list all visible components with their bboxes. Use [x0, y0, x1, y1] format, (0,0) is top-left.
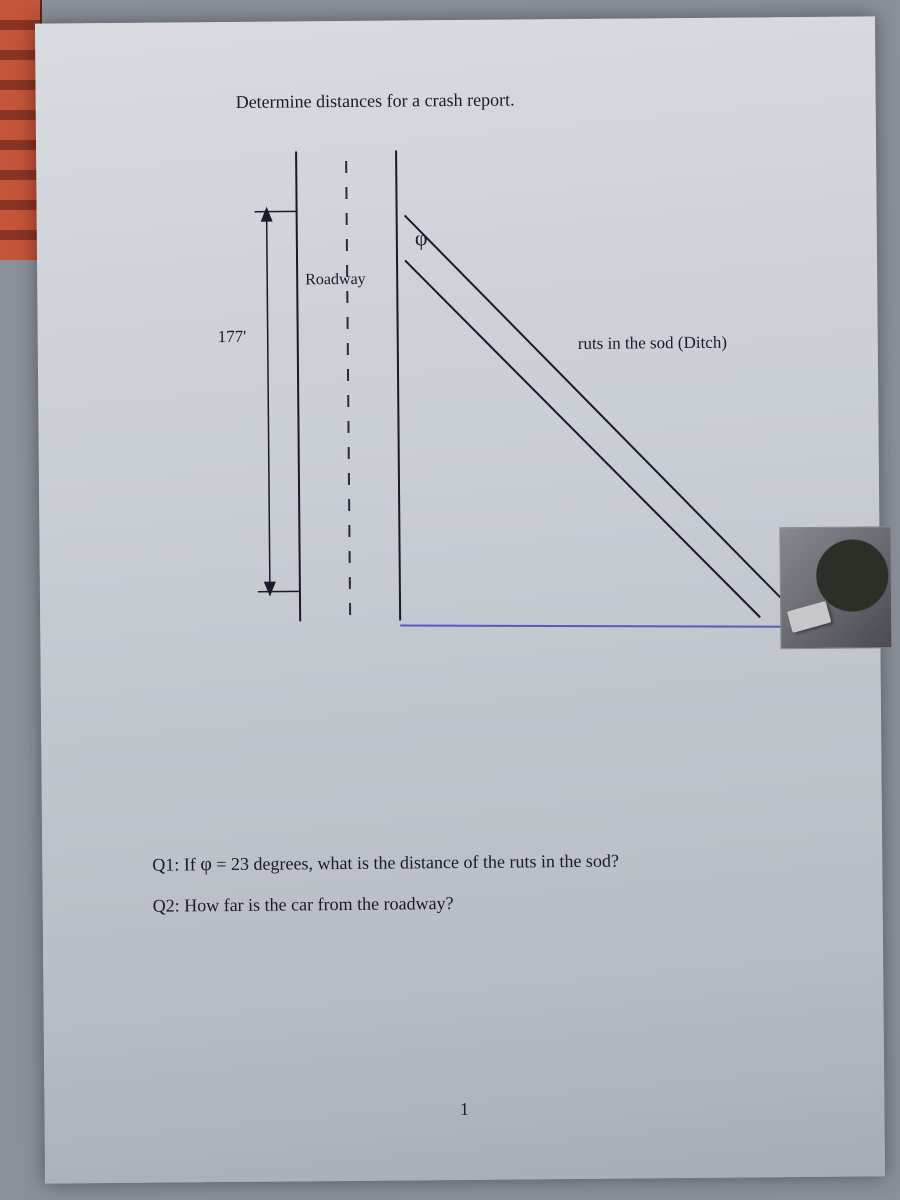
- dimension-arrow-top: [261, 207, 273, 222]
- page-title: Determine distances for a crash report.: [236, 90, 515, 113]
- q1-phi-symbol: φ: [200, 853, 212, 875]
- question-2: Q2: How far is the car from the roadway?: [152, 881, 852, 927]
- q1-rest: = 23 degrees, what is the distance of th…: [212, 851, 619, 875]
- q1-prefix: Q1: If: [152, 854, 200, 874]
- diagram-svg: φ: [156, 147, 861, 673]
- shoulder-line: [400, 622, 820, 631]
- question-1: Q1: If φ = 23 degrees, what is the dista…: [152, 837, 852, 887]
- worksheet-page: Determine distances for a crash report. …: [35, 16, 885, 1183]
- dimension-arrow-bottom: [264, 582, 276, 597]
- roadway-label: Roadway: [305, 271, 366, 290]
- dimension-line: [267, 212, 270, 592]
- road-left-edge: [296, 151, 300, 621]
- ruts-label: ruts in the sod (Ditch): [578, 333, 727, 354]
- road-centerline: [346, 161, 350, 616]
- phi-angle-symbol: φ: [415, 225, 428, 250]
- rut-line-2: [405, 257, 760, 620]
- page-number: 1: [44, 1095, 884, 1123]
- crash-scene-photo: [779, 526, 892, 649]
- questions-block: Q1: If φ = 23 degrees, what is the dista…: [152, 837, 853, 927]
- measurement-label: 177': [218, 327, 247, 347]
- road-right-edge: [396, 151, 400, 621]
- rut-line-1: [405, 212, 785, 605]
- crash-diagram: φ 177' Roadway ruts in the sod (Ditch): [156, 147, 861, 673]
